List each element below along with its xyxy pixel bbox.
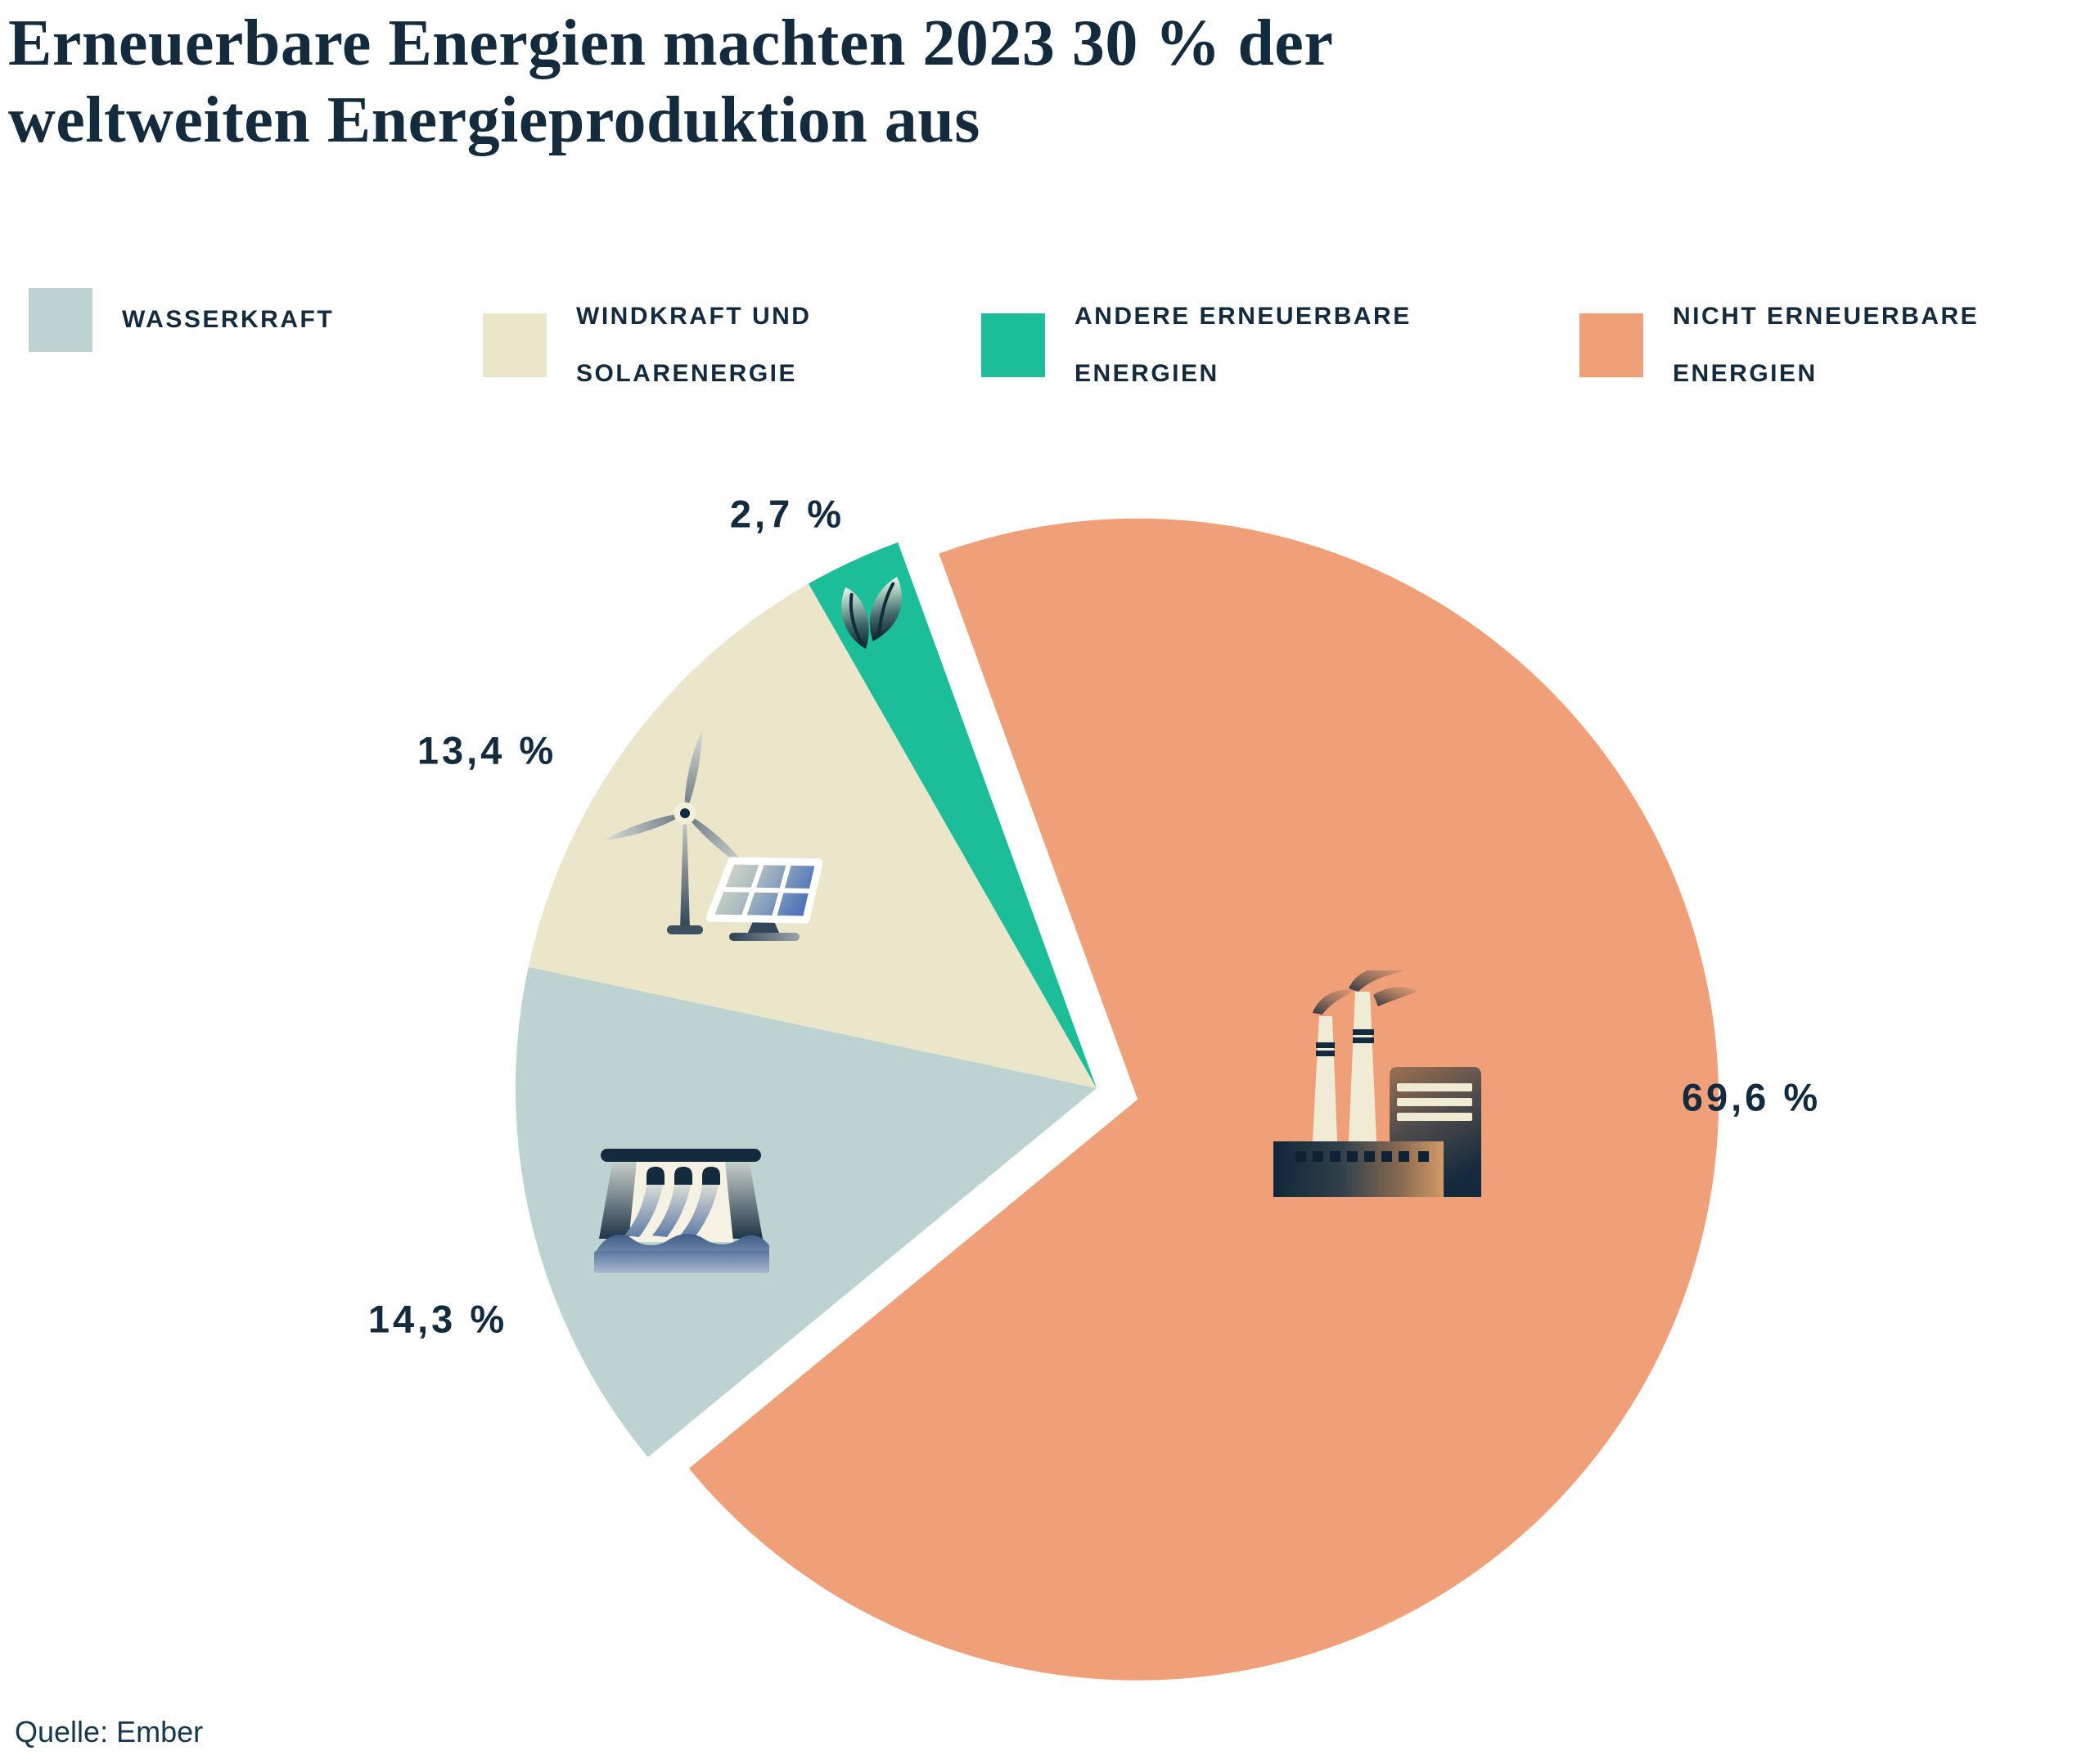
chart-legend: WASSERKRAFT WINDKRAFT UND SOLARENERGIE A…	[0, 288, 2095, 419]
page-title: Erneuerbare Energien machten 2023 30 % d…	[8, 5, 2021, 159]
wind-turbine-solar-panel-icon	[604, 730, 823, 941]
pie-slice-factory	[688, 518, 1719, 1681]
legend-swatch-wasserkraft	[29, 288, 92, 352]
legend-label-windkraft-solar: WINDKRAFT UND SOLARENERGIE	[576, 303, 812, 387]
pie-label-nicht-erneuerbare: 69,6 %	[1681, 1075, 1822, 1119]
leaf-icon	[841, 576, 903, 649]
hydro-dam-icon	[594, 1149, 769, 1273]
legend-label-nicht-erneuerbare: NICHT ERNEUERBARE ENERGIEN	[1673, 303, 1980, 387]
legend-label-andere-erneuerbare: ANDERE ERNEUERBARE ENERGIEN	[1075, 303, 1412, 387]
source-note: Quelle: Ember	[15, 1715, 204, 1748]
pie-slice-leaf	[809, 542, 1097, 1088]
legend-swatch-windkraft-solar	[483, 313, 547, 377]
title-line-2: weltweiten Energieproduktion aus	[8, 84, 980, 156]
legend-item-andere-erneuerbare: ANDERE ERNEUERBARE ENERGIEN	[981, 288, 1412, 403]
legend-swatch-nicht-erneuerbare	[1579, 313, 1643, 377]
pie-label-andere-erneuerbare: 2,7 %	[729, 492, 845, 536]
pie-label-wasserkraft: 14,3 %	[367, 1297, 508, 1341]
legend-item-windkraft-solar: WINDKRAFT UND SOLARENERGIE	[483, 288, 811, 403]
pie-slice-wind-solar	[528, 583, 1097, 1088]
legend-item-nicht-erneuerbare: NICHT ERNEUERBARE ENERGIEN	[1579, 288, 1979, 403]
legend-item-wasserkraft: WASSERKRAFT	[29, 288, 334, 352]
factory-icon	[1273, 970, 1481, 1197]
pie-label-windkraft-solar: 13,4 %	[417, 728, 557, 772]
title-line-1: Erneuerbare Energien machten 2023 30 % d…	[8, 7, 1334, 79]
legend-label-wasserkraft: WASSERKRAFT	[122, 306, 335, 333]
pie-slice-dam	[516, 966, 1097, 1458]
legend-swatch-andere-erneuerbare	[981, 313, 1045, 377]
